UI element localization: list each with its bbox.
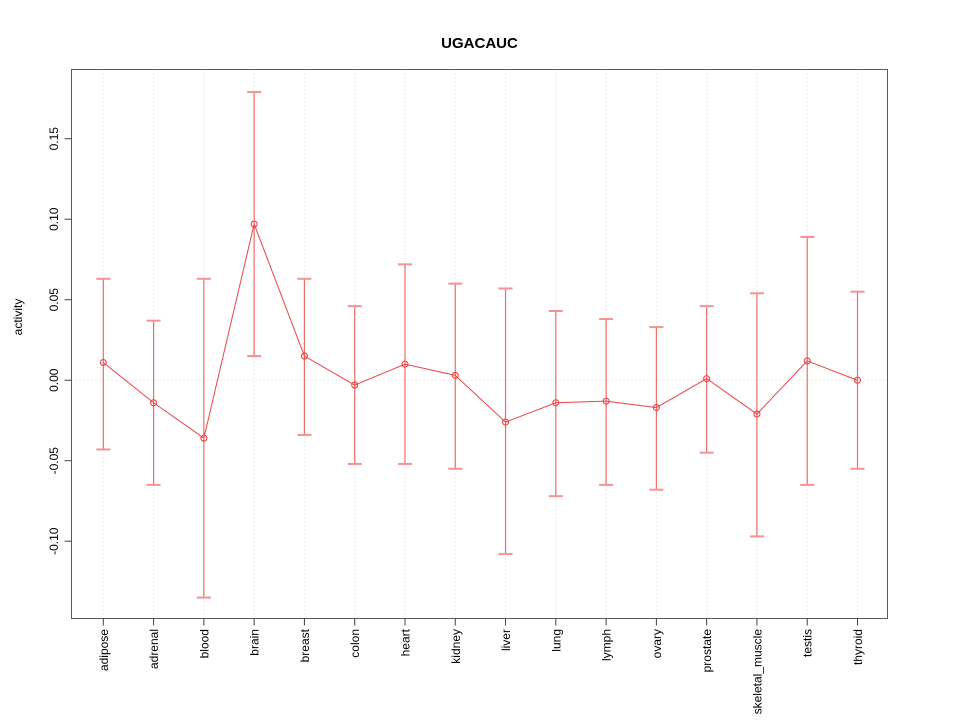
series-polyline [102, 222, 858, 440]
data-point-marker [853, 376, 862, 384]
data-point-marker [803, 357, 811, 365]
x-tick-label: heart [398, 628, 412, 656]
y-tick-label: 0.05 [47, 288, 61, 312]
data-point-marker [703, 375, 711, 383]
data-point-marker [552, 399, 560, 407]
y-tick-label: -0.05 [47, 447, 61, 475]
x-tick-label: testis [801, 629, 815, 657]
x-tick-label: kidney [449, 629, 463, 664]
data-point-marker [652, 404, 660, 412]
data-point-marker [250, 220, 258, 228]
x-tick-label: lung [549, 629, 563, 652]
x-tick-label: lymph [600, 629, 614, 661]
x-tick-label: prostate [700, 629, 714, 673]
x-tick-label: brain [248, 629, 262, 656]
x-tick-label: colon [348, 629, 362, 658]
y-tick-label: 0.00 [47, 368, 61, 392]
x-tick-label: ovary [650, 629, 664, 658]
data-point-marker [351, 381, 359, 389]
data-point-marker [300, 352, 308, 360]
y-axis-label: activity [11, 299, 25, 336]
x-tick-label: thyroid [851, 629, 865, 665]
data-point-marker [200, 434, 208, 442]
data-point-marker [401, 360, 409, 368]
y-tick-label: 0.15 [47, 127, 61, 151]
x-tick-label: liver [499, 629, 513, 651]
plot-border [71, 69, 888, 619]
y-tick-label: -0.10 [47, 527, 61, 555]
data-point-marker [99, 358, 107, 367]
x-tick-label: blood [197, 629, 211, 658]
x-tick-label: skeletal_muscle [750, 629, 764, 715]
data-point-marker [501, 418, 510, 426]
data-point-marker [753, 410, 761, 418]
chart-title: UGACAUC [441, 35, 518, 52]
x-tick-label: adrenal [147, 629, 161, 669]
y-tick-label: 0.10 [47, 207, 61, 231]
x-tick-label: adipose [97, 629, 111, 671]
x-tick-label: breast [298, 628, 312, 662]
data-point-marker [451, 371, 459, 379]
data-point-marker [602, 397, 610, 405]
data-point-marker [150, 399, 158, 407]
